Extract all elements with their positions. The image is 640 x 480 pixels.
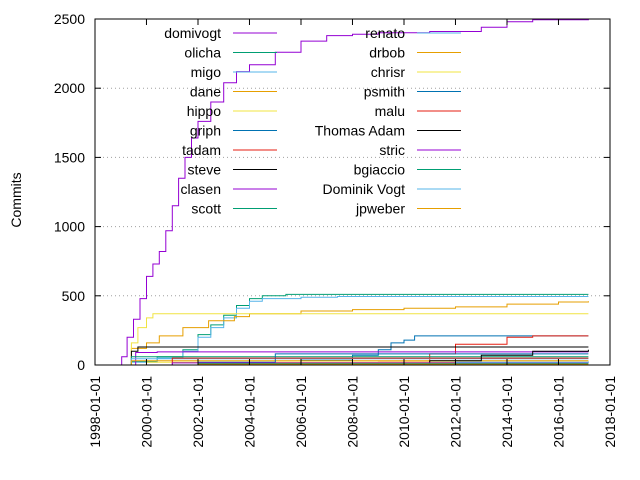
y-tick-label: 2000	[54, 80, 85, 96]
x-tick-label: 2000-01-01	[138, 376, 154, 448]
y-tick-label: 1500	[54, 149, 85, 165]
series-line-migo	[120, 296, 589, 366]
legend-label: jpweber	[355, 201, 405, 217]
x-tick-label: 2006-01-01	[293, 376, 309, 448]
legend-entry: domivogt	[164, 25, 277, 41]
y-tick-label: 0	[77, 357, 85, 373]
legend-entry: malu	[375, 103, 461, 119]
x-tick-label: 2002-01-01	[190, 376, 206, 448]
y-tick-label: 500	[62, 288, 86, 304]
legend-label: Dominik Vogt	[323, 181, 406, 197]
legend-entry: renato	[365, 25, 461, 41]
series-line-hippo	[124, 313, 589, 366]
legend-entry: psmith	[364, 84, 461, 100]
legend-entry: migo	[191, 64, 277, 80]
x-tick-label: 2016-01-01	[550, 376, 566, 448]
y-axis-title: Commits	[8, 172, 24, 227]
legend-label: hippo	[187, 103, 221, 119]
legend-label: domivogt	[164, 25, 221, 41]
legend-label: dane	[190, 84, 221, 100]
legend-entry: hippo	[187, 103, 277, 119]
legend-entry: stric	[379, 142, 461, 158]
legend-label: Thomas Adam	[315, 123, 405, 139]
legend-entry: clasen	[181, 181, 277, 197]
legend-label: bgiaccio	[354, 162, 406, 178]
legend-label: chrisr	[371, 64, 406, 80]
legend-entry: dane	[190, 84, 277, 100]
x-tick-label: 2010-01-01	[396, 376, 412, 448]
legend-label: steve	[188, 162, 222, 178]
x-axis-ticks: 1998-01-01 2000-01-01 2002-01-01 2004-01-01…	[87, 19, 618, 448]
legend-entry: drbob	[369, 45, 461, 61]
legend-label: griph	[190, 123, 221, 139]
legend-label: renato	[365, 25, 405, 41]
legend-label: malu	[375, 103, 405, 119]
series-line-olicha	[120, 293, 589, 366]
legend-label: migo	[191, 64, 222, 80]
legend-entry: scott	[191, 201, 277, 217]
legend-entry: chrisr	[371, 64, 461, 80]
legend-entry: griph	[190, 123, 277, 139]
x-tick-label: 2014-01-01	[499, 376, 515, 448]
legend-entry: bgiaccio	[354, 162, 461, 178]
y-tick-label: 1000	[54, 219, 85, 235]
legend-entry: Dominik Vogt	[323, 181, 461, 197]
legend-label: stric	[379, 142, 405, 158]
legend-entry: jpweber	[355, 201, 461, 217]
legend-label: scott	[191, 201, 221, 217]
x-tick-label: 2018-01-01	[602, 376, 618, 448]
legend-label: clasen	[181, 181, 221, 197]
legend-label: psmith	[364, 84, 405, 100]
legend-label: drbob	[369, 45, 405, 61]
legend-entry: Thomas Adam	[315, 123, 461, 139]
x-tick-label: 2012-01-01	[447, 376, 463, 448]
legend-entry: olicha	[184, 45, 277, 61]
legend-label: olicha	[184, 45, 221, 61]
legend-label: tadam	[182, 142, 221, 158]
x-tick-label: 2008-01-01	[344, 376, 360, 448]
x-tick-label: 1998-01-01	[87, 376, 103, 448]
x-tick-label: 2004-01-01	[241, 376, 257, 448]
legend: domivogt olicha migo dane hippo griph tadam ste…	[164, 25, 461, 217]
legend-entry: steve	[188, 162, 277, 178]
y-tick-label: 2500	[54, 11, 85, 27]
legend-entry: tadam	[182, 142, 277, 158]
y-axis-ticks: 0 500 1000 1500 2000 2500	[54, 11, 610, 373]
